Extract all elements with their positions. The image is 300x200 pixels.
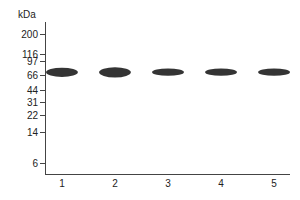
- svg-text:6: 6: [32, 158, 38, 169]
- svg-text:4: 4: [218, 178, 224, 189]
- svg-text:44: 44: [27, 85, 39, 96]
- svg-text:116: 116: [22, 49, 38, 60]
- svg-text:5: 5: [271, 178, 277, 189]
- svg-text:22: 22: [27, 110, 39, 121]
- svg-text:200: 200: [21, 29, 38, 40]
- svg-text:31: 31: [27, 97, 39, 108]
- svg-text:1: 1: [59, 178, 65, 189]
- svg-text:14: 14: [27, 127, 39, 138]
- svg-text:97: 97: [27, 56, 39, 67]
- svg-text:66: 66: [27, 70, 39, 81]
- svg-text:2: 2: [112, 178, 118, 189]
- svg-text:3: 3: [165, 178, 171, 189]
- svg-text:kDa: kDa: [18, 9, 36, 20]
